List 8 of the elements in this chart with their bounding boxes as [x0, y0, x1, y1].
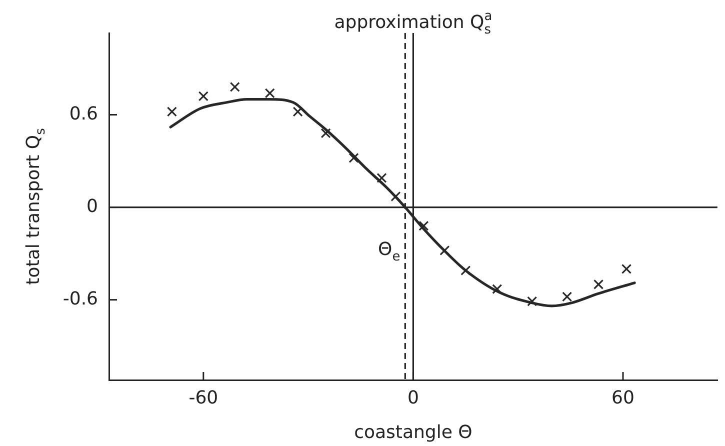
y-tick-label: 0.6	[69, 103, 98, 124]
y-axis-title: total transport Qs	[23, 128, 48, 285]
y-tick-label: -0.6	[62, 288, 98, 310]
x-tick-label: 0	[407, 387, 419, 408]
x-tick-label: -60	[188, 387, 218, 408]
x-axis-title: coastangle Θ	[354, 422, 472, 443]
x-tick-label: 60	[612, 387, 634, 408]
y-tick-label: 0	[86, 196, 98, 217]
